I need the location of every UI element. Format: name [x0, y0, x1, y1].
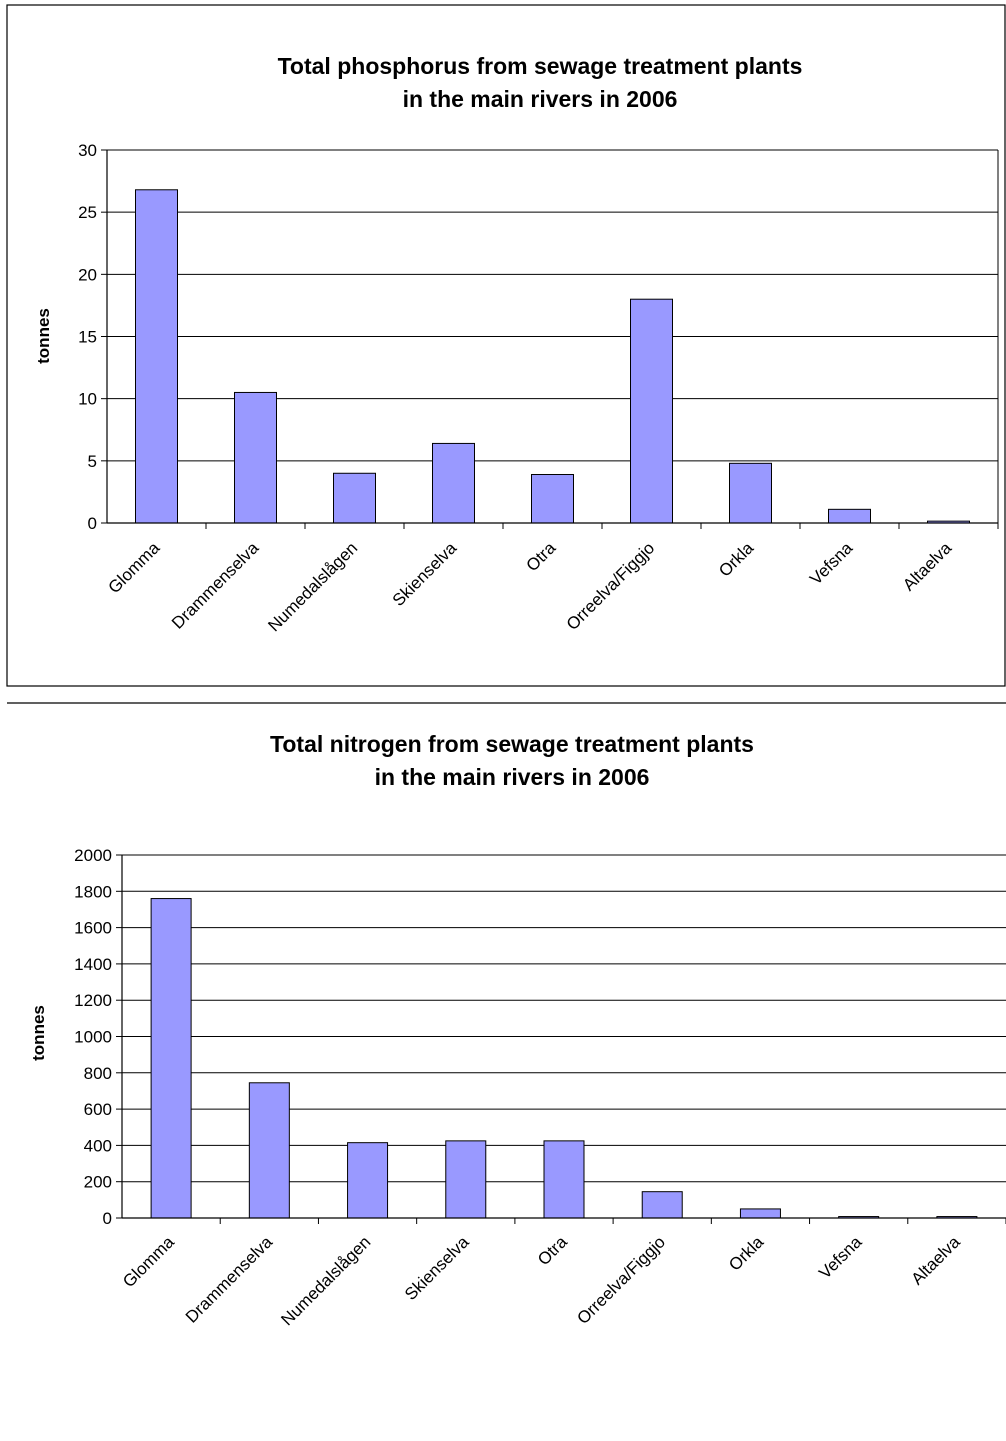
chart2-ytick-label: 0 [103, 1209, 112, 1228]
chart2-bar-glomma [150, 898, 192, 1219]
chart2-ytick-label: 1600 [74, 919, 112, 938]
chart2-ytick-label: 600 [84, 1100, 112, 1119]
chart2-categories: Glomma Drammenselva Numedalslågen Skienselv… [119, 1232, 964, 1329]
chart2-bars [150, 898, 978, 1219]
chart2-subtitle: in the main rivers in 2006 [375, 764, 650, 790]
chart1-ytick-label: 20 [78, 265, 97, 284]
chart2-ytick-label: 1400 [74, 955, 112, 974]
chart2-bar-drammenselva [248, 1082, 290, 1219]
chart1-bar-orkla [729, 462, 772, 524]
chart1-ytick-label: 15 [78, 328, 97, 347]
chart1-bar-glomma [135, 189, 178, 524]
chart2-bar-orreelva-figgjo [641, 1191, 683, 1219]
chart2-title: Total nitrogen from sewage treatment pla… [270, 731, 754, 757]
chart2-bar-orkla [739, 1208, 781, 1219]
chart2-bar-otra [543, 1140, 585, 1219]
chart1-ytick-label: 10 [78, 390, 97, 409]
chart2-bar-skienselva [445, 1140, 487, 1219]
chart2-ytick-label: 1200 [74, 991, 112, 1010]
chart2-category-label: Orkla [725, 1232, 768, 1275]
chart2-ytick-label: 1000 [74, 1028, 112, 1047]
chart1-bar-skienselva [432, 442, 475, 524]
chart1-bar-vefsna [828, 508, 871, 524]
chart1-subtitle: in the main rivers in 2006 [403, 86, 678, 112]
chart2-category-label: Glomma [119, 1232, 178, 1291]
chart1-bar-orreelva-figgjo [630, 298, 673, 524]
chart1-ytick-label: 25 [78, 203, 97, 222]
chart1-ytick-label: 0 [88, 514, 97, 533]
chart2-axes [121, 855, 1006, 1224]
chart2-category-label: Altaelva [908, 1232, 965, 1289]
chart2-ylabel: tonnes [29, 1005, 48, 1061]
chart1-bar-numedalsl-gen [333, 472, 376, 524]
chart2-category-label: Numedalslågen [277, 1232, 374, 1329]
chart1-bars [135, 189, 970, 524]
chart2-bar-numedalsl-gen [347, 1142, 389, 1219]
chart2-ytick-label: 1800 [74, 882, 112, 901]
chart2-ytick-label: 2000 [74, 846, 112, 865]
chart2-category-label: Otra [534, 1232, 571, 1269]
chart2-category-label: Orreelva/Figgjo [573, 1232, 669, 1328]
chart1-axes [106, 150, 999, 529]
chart2-category-label: Skienselva [401, 1232, 473, 1304]
chart1-yticks: 0 5 10 15 20 25 30 [78, 141, 107, 533]
chart2-category-label: Vefsna [815, 1232, 866, 1283]
chart1-ylabel: tonnes [34, 308, 53, 364]
chart2-category-label: Drammenselva [182, 1232, 277, 1327]
chart1-bar-otra [531, 474, 574, 524]
chart1-ytick-label: 30 [78, 141, 97, 160]
chart2-ytick-label: 200 [84, 1173, 112, 1192]
chart2-ytick-label: 400 [84, 1136, 112, 1155]
chart1-title: Total phosphorus from sewage treatment p… [278, 53, 803, 79]
chart1-ytick-label: 5 [88, 452, 97, 471]
chart1-bar-drammenselva [234, 391, 277, 524]
chart2-ytick-label: 800 [84, 1064, 112, 1083]
chart2-yticks: 0 200 400 600 800 1000 1200 1400 1600 1800 2000 [74, 846, 122, 1228]
